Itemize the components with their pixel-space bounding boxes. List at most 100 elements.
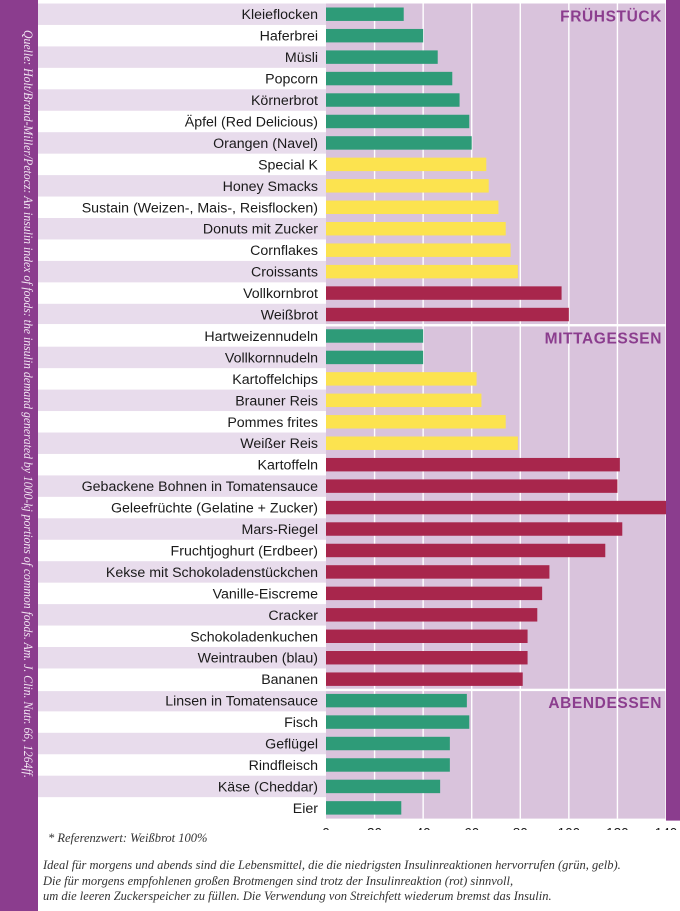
category-label: Äpfel (Red Delicious) — [185, 113, 318, 130]
section-panel — [326, 689, 666, 819]
row-stripe — [38, 89, 326, 111]
bottom-note-line: um die leeren Zuckerspeicher zu füllen. … — [43, 889, 552, 904]
row-stripe — [38, 689, 326, 712]
bar — [326, 457, 620, 472]
bar — [326, 693, 467, 708]
row-stripe — [38, 604, 326, 626]
bar — [326, 436, 518, 450]
row-stripe — [38, 775, 326, 798]
bottom-note-line: Ideal für morgens und abends sind die Le… — [43, 858, 621, 872]
bar — [326, 179, 489, 193]
category-label: Sustain (Weizen-, Mais-, Reisflocken) — [82, 200, 318, 216]
category-label: Special K — [258, 157, 318, 173]
category-label: Linsen in Tomatensauce — [165, 694, 318, 710]
category-label: Croissants — [251, 265, 318, 281]
row-stripe — [38, 346, 326, 369]
row-stripe — [38, 561, 326, 583]
bar — [326, 500, 666, 515]
right-frame — [666, 0, 680, 821]
bar — [326, 136, 472, 150]
bar — [326, 715, 470, 729]
row-stripe — [38, 132, 326, 154]
section-separator — [38, 688, 666, 692]
source-note: Quelle: Holt/Brand-Miller/Petocz: An ins… — [2, 30, 38, 820]
bar — [326, 71, 453, 86]
bar — [326, 114, 470, 129]
bar — [326, 372, 477, 386]
bar — [326, 28, 424, 43]
category-label: Vollkornnudeln — [225, 350, 318, 366]
bar — [326, 651, 528, 665]
category-label: Schokoladenkuchen — [190, 629, 318, 645]
category-label: Geleefrüchte (Gelatine + Zucker) — [111, 501, 318, 517]
bar — [326, 222, 506, 236]
bar — [326, 393, 482, 408]
category-label: Pommes frites — [227, 415, 318, 431]
category-label: Körnerbrot — [251, 93, 318, 109]
category-label: Bananen — [261, 672, 318, 688]
category-label: Kartoffeln — [258, 458, 318, 474]
row-stripe — [38, 647, 326, 669]
bar — [326, 415, 506, 429]
row-stripe — [38, 175, 326, 197]
bar — [326, 93, 460, 107]
bar — [326, 286, 562, 300]
source-note-text: Quelle: Holt/Brand-Miller/Petocz: An ins… — [21, 30, 35, 778]
x-tick-label: 80 — [513, 826, 528, 830]
category-label: Geflügel — [265, 737, 318, 753]
row-stripe — [38, 3, 326, 25]
section-separator — [38, 324, 666, 327]
category-label: Kleieflocken — [241, 7, 318, 23]
bar — [326, 801, 402, 815]
category-label: Hartweizennudeln — [204, 329, 318, 345]
bottom-note-line: Die für morgens empfohlenen großen Brotm… — [43, 873, 514, 888]
category-label: Vollkornbrot — [243, 286, 318, 302]
section-title: ABENDESSEN — [548, 695, 662, 712]
category-label: Weintrauben (blau) — [198, 651, 318, 667]
row-stripe — [38, 389, 326, 412]
bar — [326, 586, 543, 601]
bar — [326, 157, 487, 172]
bar — [326, 736, 450, 751]
bar — [326, 672, 523, 686]
row-stripe — [38, 303, 326, 326]
x-tick-label: 60 — [464, 826, 479, 830]
category-label: Brauner Reis — [235, 393, 318, 409]
section-title: FRÜHSTÜCK — [560, 9, 662, 26]
footnote: * Referenzwert: Weißbrot 100% — [48, 831, 208, 845]
bar — [326, 264, 518, 279]
category-label: Gebackene Bohnen in Tomatensauce — [82, 479, 318, 495]
x-tick-label: 140 — [655, 826, 678, 830]
bar — [326, 629, 528, 643]
x-tick-label: 100 — [558, 826, 581, 830]
bottom-note: Ideal für morgens und abends sind die Le… — [43, 858, 675, 905]
bar — [326, 543, 606, 558]
section-title: MITTAGESSEN — [545, 330, 662, 347]
category-label: Müsli — [285, 50, 318, 66]
bar — [326, 243, 511, 257]
x-tick-label: 20 — [367, 826, 382, 830]
bar — [326, 522, 623, 536]
category-label: Eier — [293, 801, 319, 817]
category-label: Weißer Reis — [240, 436, 318, 452]
category-label: Fruchtjoghurt (Erdbeer) — [171, 543, 318, 559]
category-label: Honey Smacks — [223, 179, 318, 195]
x-tick-label: 0 — [322, 826, 330, 830]
category-label: Käse (Cheddar) — [218, 779, 318, 795]
bar — [326, 7, 404, 21]
bar — [326, 200, 499, 214]
x-tick-label: 40 — [416, 826, 431, 830]
bar — [326, 479, 618, 493]
bar — [326, 350, 424, 365]
insulin-index-chart: FRÜHSTÜCK MITTAGESSEN ABENDESSEN Kleieflock… — [38, 0, 680, 830]
bar — [326, 50, 438, 64]
bar — [326, 779, 441, 794]
bar — [326, 608, 538, 622]
category-label: Kartoffelchips — [232, 372, 318, 388]
category-label: Mars-Riegel — [242, 522, 318, 538]
category-label: Cornflakes — [250, 243, 318, 259]
chart-panel: FRÜHSTÜCK MITTAGESSEN ABENDESSEN Kleieflock… — [38, 0, 680, 911]
row-stripe — [38, 46, 326, 68]
bar — [326, 307, 569, 322]
row-stripe — [38, 260, 326, 283]
